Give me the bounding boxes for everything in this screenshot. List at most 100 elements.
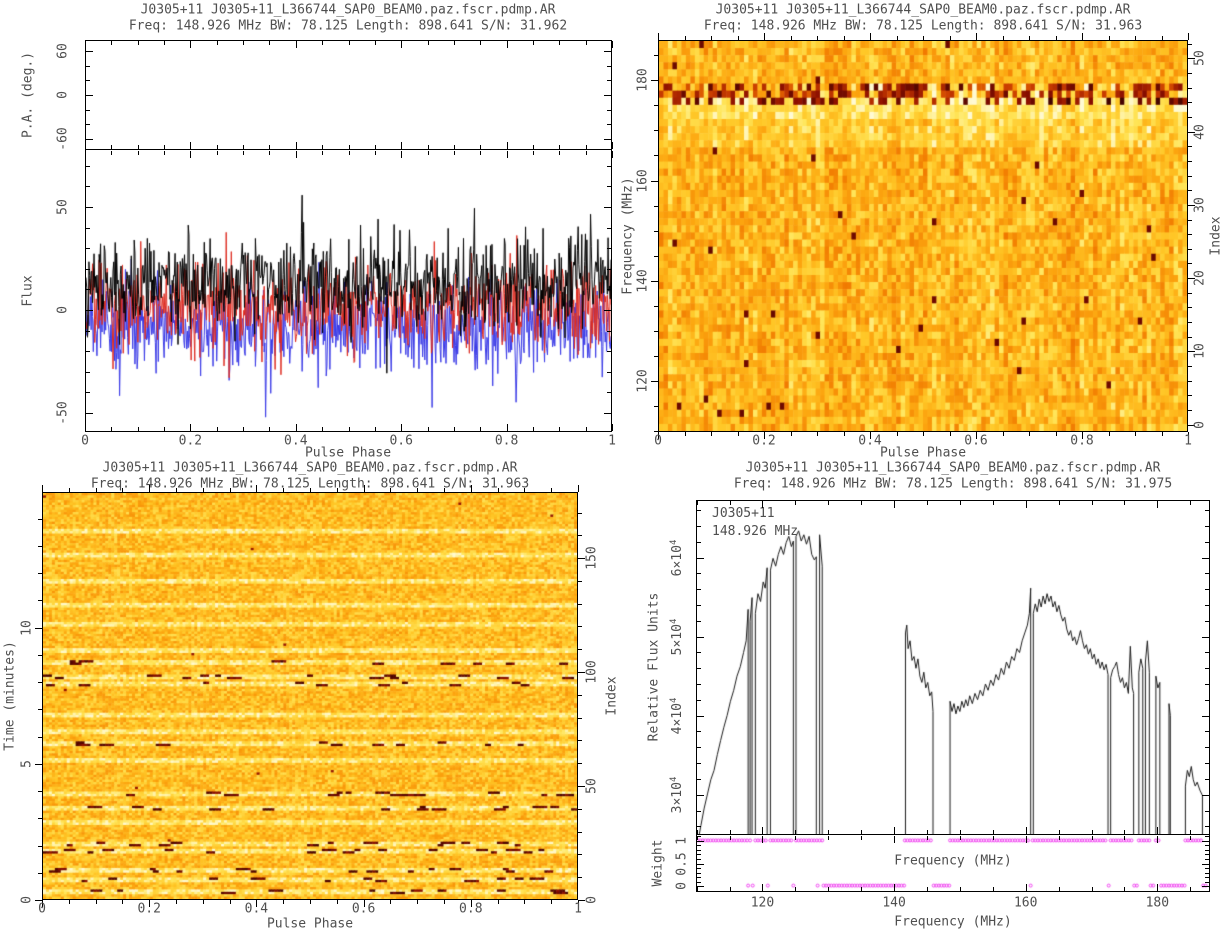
y-tick-label: 0 xyxy=(55,91,71,99)
x-tick-label: 1 xyxy=(608,433,616,449)
tick-mark xyxy=(1205,877,1209,879)
tick-mark xyxy=(164,41,166,45)
tick-mark xyxy=(604,309,611,311)
tick-mark xyxy=(578,900,579,907)
tick-mark xyxy=(762,501,764,508)
tick-mark xyxy=(654,306,658,308)
tick-mark xyxy=(283,900,285,904)
y-tick-label: 0 xyxy=(19,896,35,904)
tick-mark xyxy=(322,41,324,45)
tick-mark xyxy=(470,485,472,492)
tick-mark xyxy=(1157,884,1159,891)
tick-mark xyxy=(1002,36,1004,40)
tick-mark xyxy=(578,717,582,719)
tick-mark xyxy=(790,36,792,40)
tick-mark xyxy=(1124,887,1126,891)
tick-mark xyxy=(578,485,579,492)
tick-mark xyxy=(697,589,701,591)
tick-mark xyxy=(1205,605,1209,607)
y-tick-label: 40 xyxy=(1192,123,1208,140)
tick-mark xyxy=(828,887,830,891)
freq-phase-xlabel: Pulse Phase xyxy=(879,445,967,461)
tick-mark xyxy=(1157,827,1159,834)
tick-mark xyxy=(959,887,961,891)
tick-mark xyxy=(164,151,166,155)
tick-mark xyxy=(729,836,731,840)
x-tick-label: 0 xyxy=(654,433,662,449)
tick-mark xyxy=(992,830,994,834)
tick-mark xyxy=(524,900,526,904)
tick-mark xyxy=(1002,432,1004,436)
tick-mark xyxy=(38,845,42,847)
tick-mark xyxy=(697,858,701,860)
tick-mark xyxy=(578,786,585,788)
y-tick-label: 10 xyxy=(19,619,35,636)
tick-mark xyxy=(861,830,863,834)
tick-mark xyxy=(976,432,977,439)
tick-mark xyxy=(111,151,113,155)
tick-mark xyxy=(1157,836,1159,843)
tick-mark xyxy=(1205,731,1209,733)
tick-mark xyxy=(243,427,245,431)
tick-mark xyxy=(1205,668,1209,670)
flux-ylabel: Flux xyxy=(20,275,36,307)
tick-mark xyxy=(111,145,113,149)
tick-mark xyxy=(111,427,113,431)
tick-mark xyxy=(86,371,90,373)
tick-mark xyxy=(1202,886,1209,888)
tick-mark xyxy=(86,165,90,167)
tick-mark xyxy=(654,155,658,157)
tick-mark xyxy=(85,151,86,158)
tick-mark xyxy=(894,836,896,843)
tick-mark xyxy=(38,872,42,874)
tick-mark xyxy=(1188,102,1192,104)
tick-mark xyxy=(38,736,42,738)
tick-mark xyxy=(959,836,961,840)
x-tick-label: 160 xyxy=(1013,895,1038,911)
tick-mark xyxy=(256,900,258,907)
tick-mark xyxy=(1188,307,1192,309)
tick-mark xyxy=(295,151,297,158)
tick-mark xyxy=(1190,501,1192,505)
tick-mark xyxy=(506,424,508,431)
tick-mark xyxy=(453,151,455,155)
tick-mark xyxy=(1205,826,1209,828)
tick-mark xyxy=(1188,204,1195,206)
tick-mark xyxy=(86,309,93,311)
tick-mark xyxy=(578,900,585,901)
tick-mark xyxy=(85,142,86,149)
tick-mark xyxy=(578,603,582,605)
tick-mark xyxy=(348,151,350,155)
tick-mark xyxy=(927,501,928,505)
tick-mark xyxy=(1205,891,1209,893)
tick-mark xyxy=(497,488,499,492)
spectrum-xlabel: Frequency (MHz) xyxy=(894,914,1012,930)
tick-mark xyxy=(654,55,658,57)
weight-dots-canvas xyxy=(697,835,1209,891)
tick-mark xyxy=(651,280,658,282)
tick-mark xyxy=(894,501,896,508)
x-tick-label: 0 xyxy=(81,433,89,449)
tick-mark xyxy=(137,145,139,149)
tick-mark xyxy=(578,740,582,742)
tick-mark xyxy=(122,900,124,904)
x-tick-label: 0.6 xyxy=(964,433,988,449)
tick-mark xyxy=(111,41,113,45)
tick-mark xyxy=(651,381,658,383)
tick-mark xyxy=(604,207,611,209)
tick-mark xyxy=(243,151,245,155)
tick-mark xyxy=(38,573,42,575)
tick-mark xyxy=(1188,278,1195,280)
tick-mark xyxy=(559,151,561,155)
tick-mark xyxy=(427,145,429,149)
tick-mark xyxy=(737,432,739,436)
tick-mark xyxy=(992,887,994,891)
weight-panel xyxy=(696,835,1210,892)
tick-mark xyxy=(269,151,271,155)
tick-mark xyxy=(923,432,924,436)
tick-mark xyxy=(697,573,701,575)
tick-mark xyxy=(497,900,499,904)
tick-mark xyxy=(604,412,611,414)
tick-mark xyxy=(959,830,961,834)
tick-mark xyxy=(762,884,764,891)
